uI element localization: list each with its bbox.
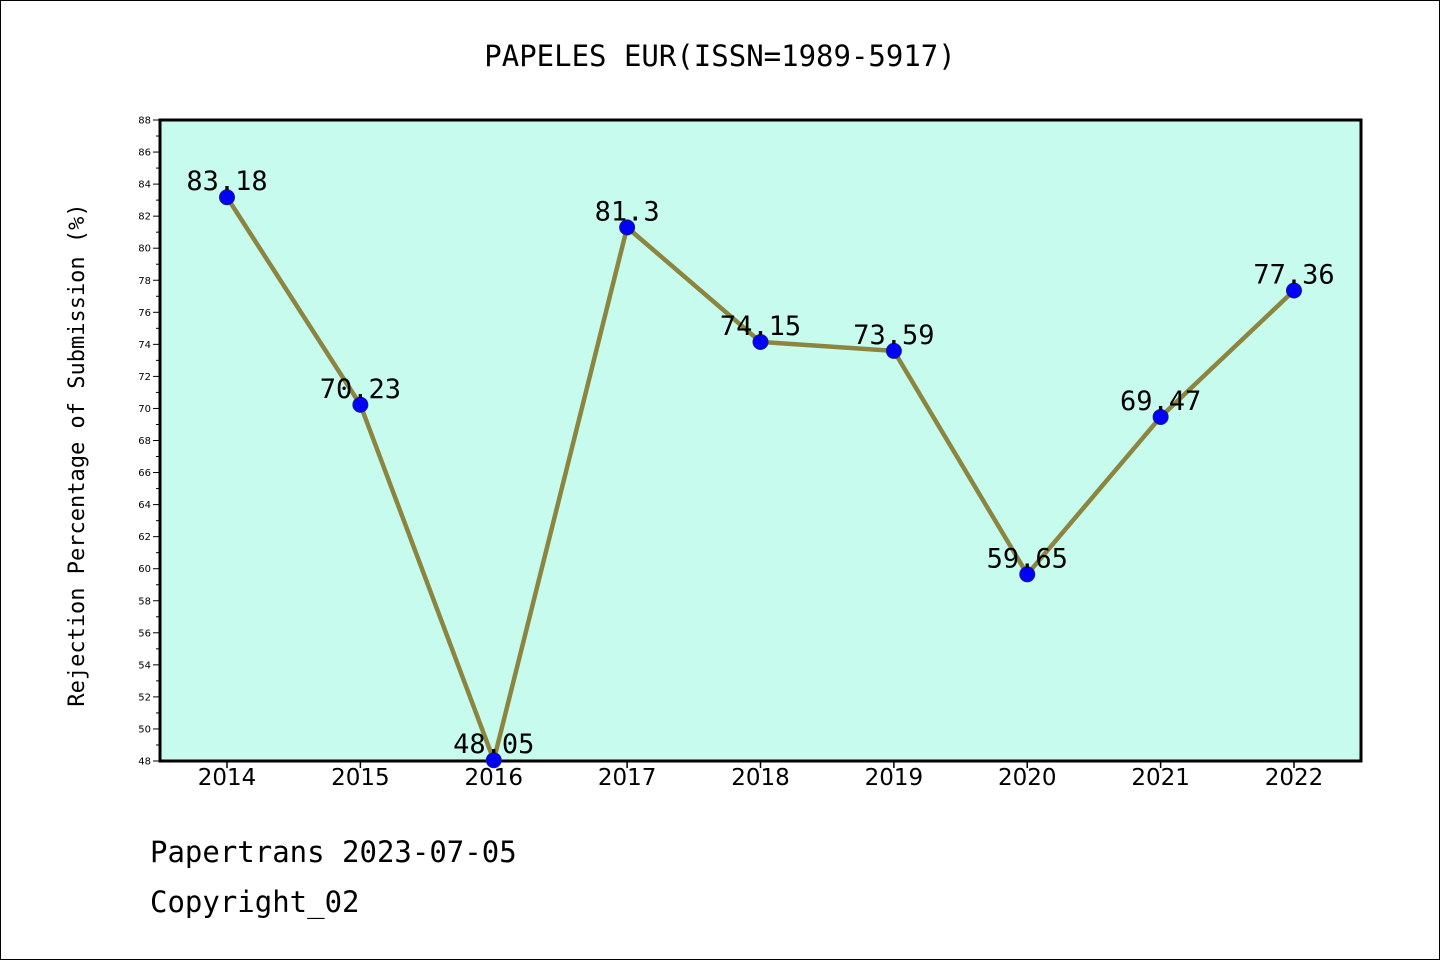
data-point [1152,408,1169,425]
y-tick-label: 68 [138,436,151,447]
y-axis-label: Rejection Percentage of Submission (%) [65,203,90,706]
y-tick-label: 84 [138,180,151,191]
footer-line-2: Copyright_02 [150,885,360,919]
y-tick-label: 86 [138,148,151,159]
y-tick-label: 76 [138,308,151,319]
x-tick-label: 2021 [1131,765,1190,791]
x-axis: 2014 2015 2016 2017 2018 2019 2020 2021 2022 [198,761,1324,791]
data-label: 83.18 [186,166,267,197]
y-tick-label: 66 [138,468,151,479]
y-tick-label: 70 [138,404,151,415]
data-point [619,219,636,236]
data-label: 74.15 [720,311,801,342]
y-tick-label: 58 [138,596,151,607]
data-labels: 83.18 70.23 48.05 81.3 74.15 73.59 59.65 69.47 7… [186,166,1334,760]
y-tick-label: 82 [138,212,151,223]
y-tick-label: 60 [138,564,151,575]
y-tick-label: 48 [138,757,151,768]
y-tick-label: 56 [138,628,151,639]
data-point [752,333,769,350]
y-tick-label: 54 [138,660,151,671]
y-tick-label: 52 [138,692,151,703]
data-label: 59.65 [987,543,1068,574]
y-tick-label: 72 [138,372,151,383]
data-point [1019,566,1036,583]
y-tick-label: 80 [138,244,151,255]
data-label: 48.05 [453,729,534,760]
plot-area [158,118,1363,763]
data-point [1286,282,1302,299]
y-tick-label: 78 [138,276,151,287]
data-label: 81.3 [595,196,660,227]
x-tick-label: 2016 [464,765,523,791]
y-tick-label: 50 [138,724,151,735]
data-point [352,396,369,413]
x-tick-label: 2022 [1265,765,1324,791]
data-point [885,342,902,359]
x-tick-label: 2015 [331,765,390,791]
footer-line-1: Papertrans 2023-07-05 [150,835,517,869]
y-tick-label: 88 [138,116,151,127]
data-point [219,189,235,206]
data-label: 70.23 [320,374,401,405]
y-tick-label: 62 [138,532,151,543]
data-label: 73.59 [853,320,934,351]
x-tick-label: 2018 [731,765,790,791]
y-tick-label: 64 [138,500,151,511]
data-label: 69.47 [1120,386,1201,417]
x-tick-label: 2020 [998,765,1057,791]
chart-title: PAPELES EUR(ISSN=1989-5917) [484,39,955,73]
y-axis: 48 50 52 54 56 58 60 62 64 66 68 70 72 74 76 78 80 82 84 86… [138,116,160,768]
x-tick-label: 2019 [865,765,924,791]
data-point [485,752,502,769]
y-tick-label: 74 [138,340,151,351]
x-tick-label: 2017 [598,765,657,791]
series-markers [219,189,1302,769]
x-tick-label: 2014 [198,765,257,791]
data-label: 77.36 [1253,260,1334,291]
